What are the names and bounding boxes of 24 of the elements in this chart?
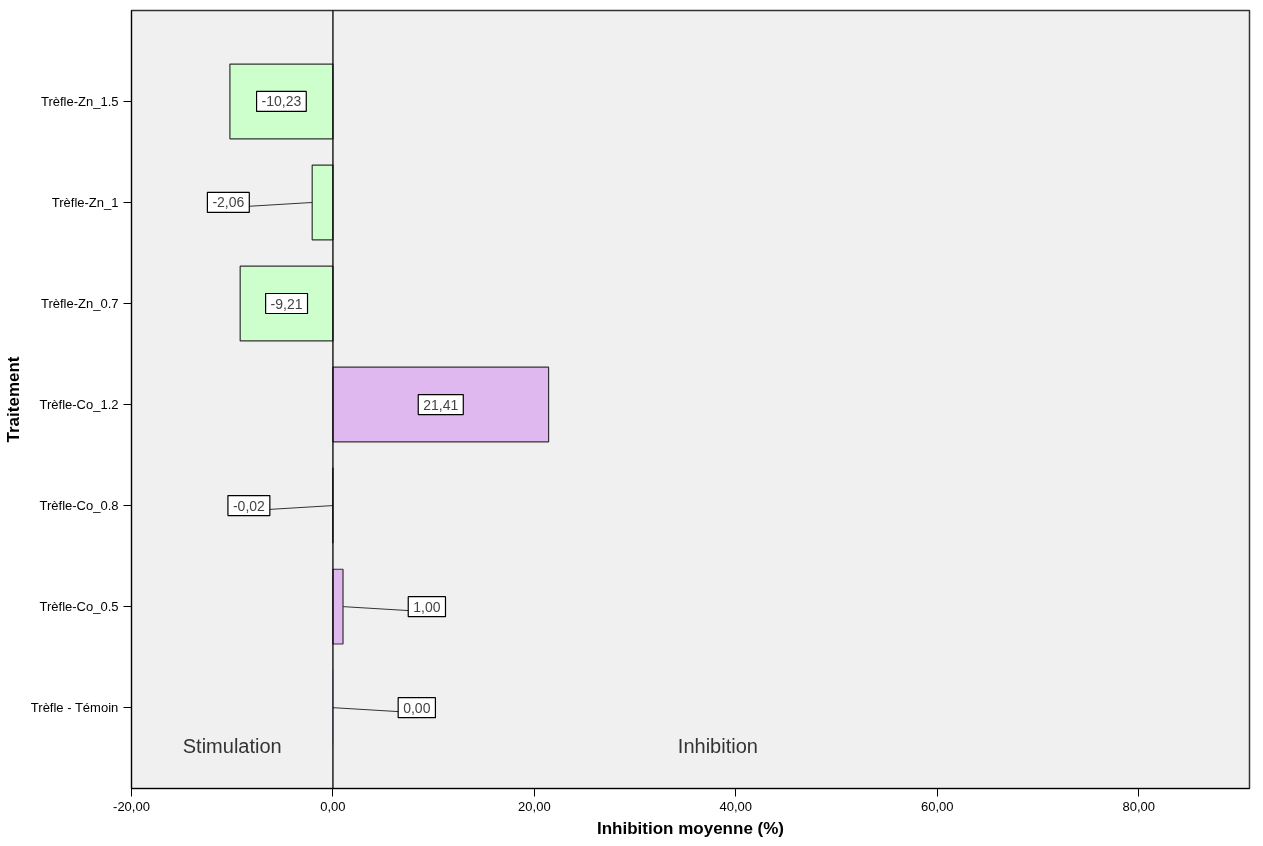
x-tick-label: 80,00 — [1122, 798, 1155, 814]
x-tick-label: 60,00 — [921, 798, 954, 814]
y-tick-label: Trèfle-Zn_1.5 — [40, 93, 119, 109]
y-tick-label: Trèfle-Co_1.2 — [39, 397, 119, 413]
y-tick-label: Trèfle-Co_0.8 — [39, 498, 119, 514]
x-axis-title: Inhibition moyenne (%) — [597, 818, 784, 838]
y-tick-label: Trèfle-Co_0.5 — [39, 599, 119, 615]
y-tick-label: Trèfle-Zn_1 — [51, 194, 119, 210]
x-tick-label: 40,00 — [719, 798, 753, 814]
y-axis-title: Traitement — [3, 356, 23, 443]
x-tick-label: 20,00 — [518, 798, 551, 814]
y-tick-label: Trèfle-Zn_0.7 — [40, 296, 119, 312]
data-label: -2,06 — [212, 194, 245, 211]
data-label: 0,00 — [403, 699, 431, 716]
annotation: Stimulation — [182, 735, 282, 758]
x-tick-label: 0,00 — [320, 798, 346, 814]
data-label: 21,41 — [423, 396, 459, 413]
data-label: -10,23 — [261, 93, 302, 110]
x-tick-label: -20,00 — [113, 798, 150, 814]
y-tick-label: Trèfle - Témoin — [30, 700, 119, 716]
data-label: 1,00 — [413, 598, 441, 615]
data-label: -9,21 — [270, 295, 303, 312]
annotation: Inhibition — [677, 735, 758, 758]
data-label: -0,02 — [232, 497, 266, 514]
